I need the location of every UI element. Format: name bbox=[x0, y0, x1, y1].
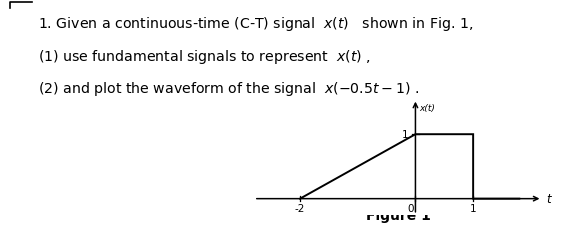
Text: (1) use fundamental signals to represent  $x(t)$ ,: (1) use fundamental signals to represent… bbox=[38, 48, 370, 66]
Text: 1: 1 bbox=[402, 130, 409, 140]
Text: Figure 1: Figure 1 bbox=[366, 208, 430, 222]
Text: t: t bbox=[546, 192, 550, 205]
Text: (2) and plot the waveform of the signal  $x(-0.5t-1)$ .: (2) and plot the waveform of the signal … bbox=[38, 80, 419, 98]
Text: 1. Given a continuous-time (C-T) signal  $x(t)$   shown in Fig. 1,: 1. Given a continuous-time (C-T) signal … bbox=[38, 15, 473, 33]
Text: 0: 0 bbox=[407, 204, 414, 213]
Text: x(t): x(t) bbox=[419, 103, 436, 112]
Text: 1: 1 bbox=[470, 204, 477, 213]
Text: -2: -2 bbox=[295, 204, 305, 213]
